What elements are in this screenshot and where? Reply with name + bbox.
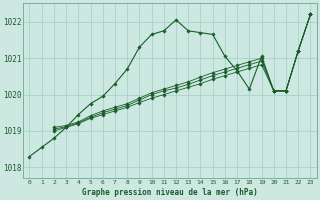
X-axis label: Graphe pression niveau de la mer (hPa): Graphe pression niveau de la mer (hPa)	[82, 188, 258, 197]
